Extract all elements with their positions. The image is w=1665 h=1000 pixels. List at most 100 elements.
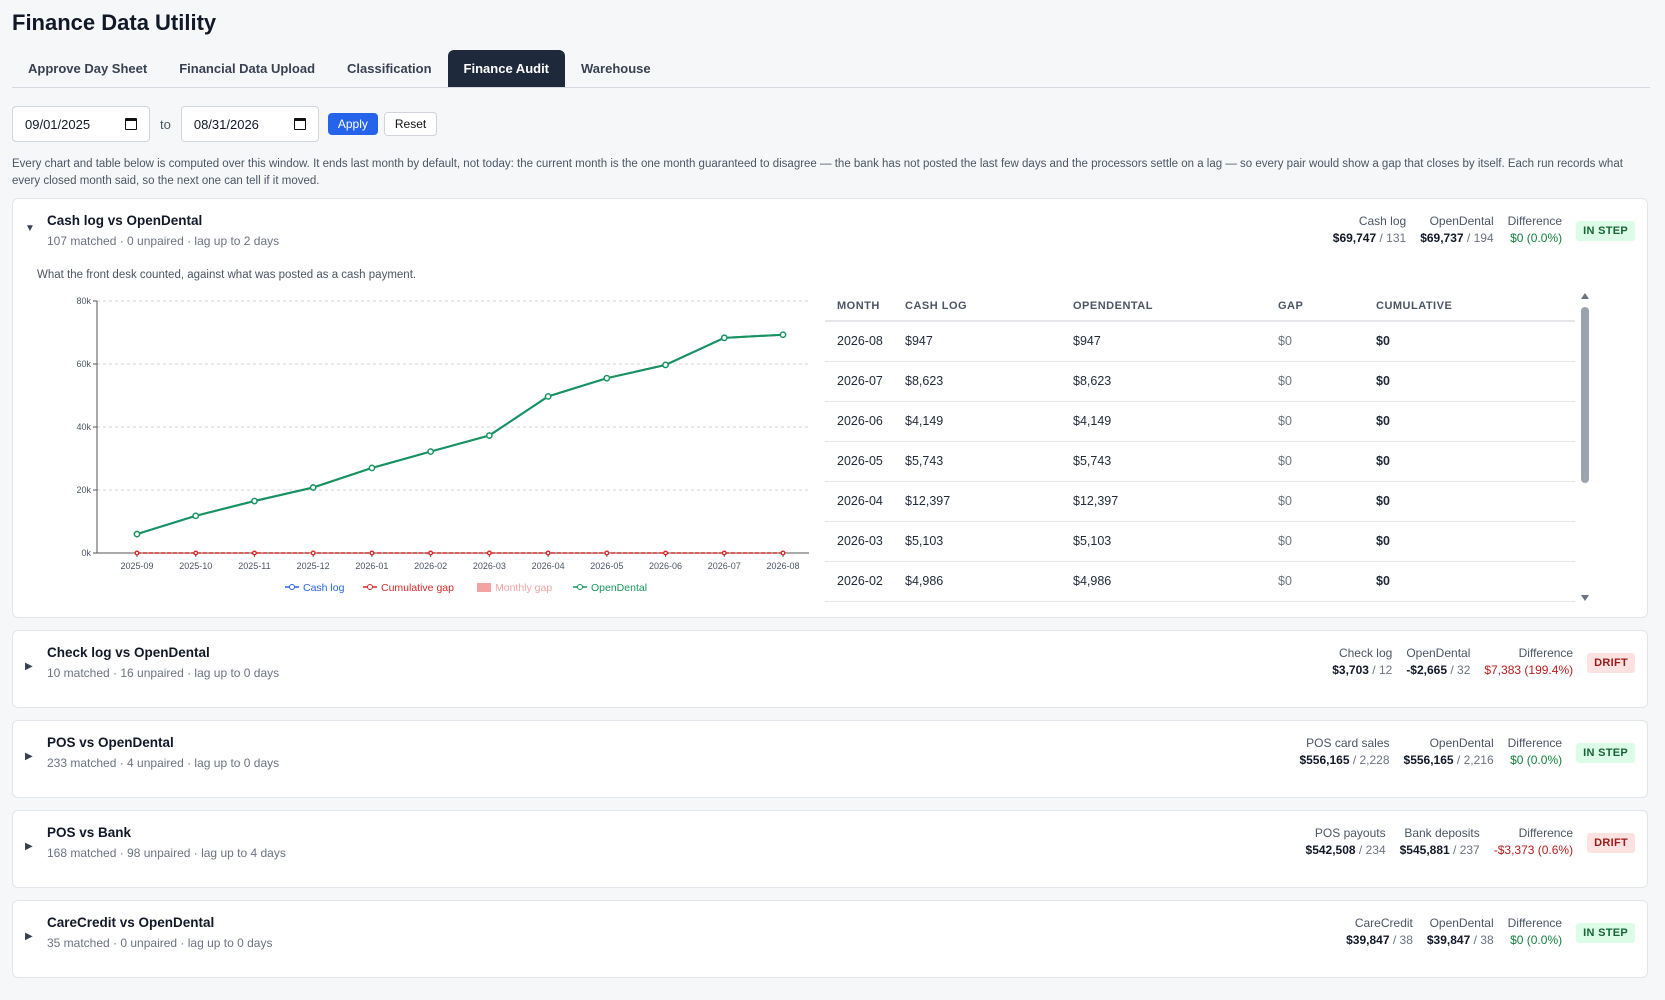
cash-log-cell: $947	[893, 321, 1061, 362]
tab-warehouse[interactable]: Warehouse	[581, 61, 651, 76]
opendental-cell: $4,986	[1061, 561, 1266, 602]
stat-difference: Difference $0 (0.0%)	[1508, 916, 1562, 947]
to-date-input[interactable]: 08/31/2026	[180, 106, 319, 142]
opendental-cell: $4,149	[1061, 401, 1266, 442]
expand-caret-icon[interactable]: ▶	[25, 661, 33, 672]
table-row: 2026-05 $5,743 $5,743 $0 $0	[825, 441, 1575, 482]
calendar-icon[interactable]	[293, 118, 306, 130]
panel-subtitle: 233 matched · 4 unpaired · lag up to 0 d…	[47, 756, 280, 770]
panel-description: What the front desk counted, against wha…	[37, 269, 417, 281]
cash-log-cell: $4,986	[893, 561, 1061, 602]
stat-left: CareCredit $39,847 / 38	[1346, 916, 1413, 947]
reset-button[interactable]: Reset	[383, 112, 438, 136]
panel-header[interactable]: ▶ Check log vs OpenDental 10 matched · 1…	[13, 631, 1647, 707]
to-label: to	[160, 116, 171, 132]
monthly-table-container: MONTH CASH LOG OPENDENTAL GAP CUMULATIVE…	[825, 291, 1591, 603]
expand-caret-icon[interactable]: ▶	[25, 841, 33, 852]
panel-header[interactable]: ▼ Cash log vs OpenDental 107 matched · 0…	[13, 199, 1647, 263]
stat-amount: $69,747	[1332, 231, 1377, 245]
window-explanation: Every chart and table below is computed …	[12, 158, 1623, 187]
y-tick-label: 20k	[76, 485, 91, 495]
from-date-value: 09/01/2025	[25, 116, 91, 132]
tab-financial-data-upload[interactable]: Financial Data Upload	[179, 61, 316, 76]
opendental-point	[251, 497, 258, 505]
cumulative-gap-point	[193, 550, 199, 556]
stat-right: OpenDental $39,847 / 38	[1427, 916, 1494, 947]
apply-button[interactable]: Apply	[327, 113, 378, 135]
legend-swatch-monthly-gap	[477, 583, 491, 592]
tab-approve-day-sheet[interactable]: Approve Day Sheet	[28, 61, 148, 76]
cumulative-gap-point	[604, 550, 610, 556]
x-tick-label: 2026-05	[590, 561, 623, 571]
stat-right: OpenDental $556,165 / 2,216	[1404, 736, 1494, 767]
stat-difference: Difference $7,383 (199.4%)	[1484, 646, 1573, 677]
tab-finance-audit[interactable]: Finance Audit	[447, 50, 566, 87]
opendental-point	[603, 374, 611, 382]
month-cell: 2026-08	[825, 321, 893, 362]
opendental-point	[309, 484, 317, 491]
stat-label: CareCredit	[1354, 916, 1413, 930]
difference-value: -$3,373 (0.6%)	[1493, 843, 1574, 857]
scroll-down-arrow-icon[interactable]	[1581, 595, 1589, 601]
table-row: 2026-07 $8,623 $8,623 $0 $0	[825, 361, 1575, 402]
gap-cell: $0	[1266, 321, 1364, 362]
panel-subtitle: 107 matched · 0 unpaired · lag up to 2 d…	[47, 234, 280, 248]
legend-marker-opendental	[577, 584, 583, 590]
status-badge: IN STEP	[1576, 743, 1635, 763]
scroll-up-arrow-icon[interactable]	[1581, 293, 1589, 299]
panel-header[interactable]: ▶ POS vs Bank 168 matched · 98 unpaired …	[13, 811, 1647, 887]
y-tick-label: 40k	[76, 422, 91, 432]
column-header: MONTH	[825, 291, 893, 322]
opendental-cell: $947	[1061, 321, 1266, 362]
table-row: 2026-04 $12,397 $12,397 $0 $0	[825, 481, 1575, 522]
monthly-table: MONTH CASH LOG OPENDENTAL GAP CUMULATIVE…	[825, 291, 1575, 602]
table-row: 2026-02 $4,986 $4,986 $0 $0	[825, 561, 1575, 602]
expand-caret-icon[interactable]: ▶	[25, 751, 33, 762]
x-tick-label: 2026-04	[532, 561, 565, 571]
table-row: 2026-06 $4,149 $4,149 $0 $0	[825, 401, 1575, 442]
legend-label-cash-log: Cash log	[303, 582, 345, 594]
opendental-point	[486, 432, 493, 439]
legend-marker-cash-log	[289, 584, 295, 590]
gap-cell: $0	[1266, 441, 1364, 482]
stat-label: Difference	[1518, 826, 1574, 840]
stat-right: OpenDental -$2,665 / 32	[1406, 646, 1470, 677]
expand-caret-icon[interactable]: ▶	[25, 931, 33, 942]
calendar-icon[interactable]	[125, 118, 137, 130]
stat-count: / 38	[1389, 933, 1413, 947]
from-date-input[interactable]: 09/01/2025	[12, 106, 150, 142]
stat-count: / 2,228	[1349, 753, 1390, 767]
stat-label: POS card sales	[1306, 736, 1390, 750]
opendental-point	[133, 530, 141, 538]
tab-classification[interactable]: Classification	[347, 61, 432, 76]
opendental-point	[544, 393, 552, 400]
opendental-line	[136, 333, 784, 536]
collapse-caret-icon[interactable]: ▼	[25, 223, 35, 234]
stat-label: POS payouts	[1314, 826, 1386, 840]
panel-header[interactable]: ▶ POS vs OpenDental 233 matched · 4 unpa…	[13, 721, 1647, 797]
cash-log-cell: $4,149	[893, 401, 1061, 442]
stat-count: / 2,216	[1453, 753, 1494, 767]
cash-log-cell: $12,397	[893, 481, 1061, 522]
opendental-point	[662, 361, 669, 369]
stat-count: / 131	[1376, 231, 1407, 245]
opendental-point	[192, 512, 200, 520]
panel-title: POS vs Bank	[47, 825, 132, 840]
stat-difference: Difference $0 (0.0%)	[1508, 736, 1562, 767]
stat-label: OpenDental	[1429, 214, 1494, 228]
stat-label: Cash log	[1358, 214, 1407, 228]
month-cell: 2026-03	[825, 521, 893, 562]
column-header: CUMULATIVE	[1364, 291, 1575, 322]
panel-header[interactable]: ▶ CareCredit vs OpenDental 35 matched · …	[13, 901, 1647, 977]
gap-cell: $0	[1266, 561, 1364, 602]
x-tick-label: 2025-12	[297, 561, 330, 571]
cash-log-cell: $5,103	[893, 521, 1061, 562]
stat-left: POS payouts $542,508 / 234	[1306, 826, 1386, 857]
cumulative-gap-point	[310, 550, 316, 556]
scroll-thumb[interactable]	[1581, 307, 1589, 483]
opendental-point	[368, 464, 376, 472]
legend-label-monthly-gap: Monthly gap	[495, 582, 552, 594]
difference-value: $0 (0.0%)	[1510, 933, 1563, 947]
cumulative-gap-point	[545, 550, 551, 556]
table-scrollbar[interactable]	[1579, 291, 1591, 603]
